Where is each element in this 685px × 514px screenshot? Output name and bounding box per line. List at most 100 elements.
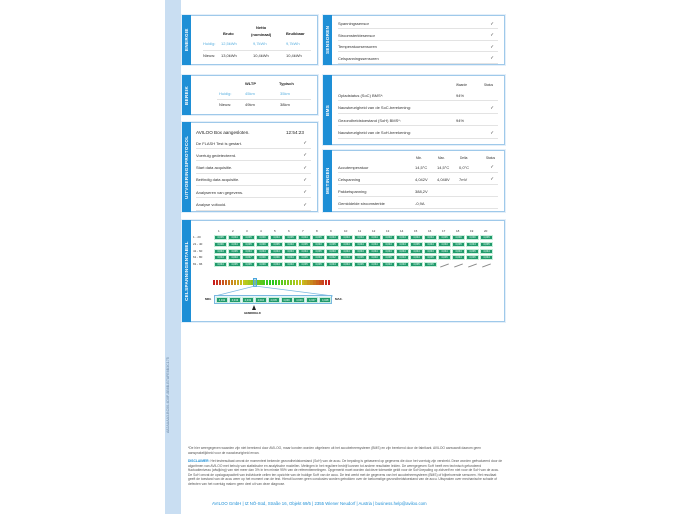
protocol-step-label: De FLASH Test is gestart. bbox=[196, 140, 242, 146]
value: 13,0kWh bbox=[221, 53, 237, 58]
gradient-segment bbox=[213, 280, 216, 285]
gradient-segment bbox=[251, 280, 254, 285]
column-header: 17 bbox=[442, 229, 446, 233]
gradient-segment bbox=[218, 280, 222, 285]
sensor-row: Stroomsterktesensor ✓ bbox=[338, 31, 498, 41]
cell-voltage: 4,044 bbox=[228, 241, 241, 247]
sensor-row: Celspanningssensoren ✓ bbox=[338, 54, 498, 64]
cell-voltage: 4,046 bbox=[214, 241, 227, 247]
gradient-segment bbox=[274, 280, 278, 285]
row-label: 61 - 80 bbox=[193, 255, 203, 260]
column-header: 19 bbox=[470, 229, 474, 233]
bms-value: 94% bbox=[456, 117, 465, 123]
metingen-panel: METINGEN Min. Max. Delta Status Accutemp… bbox=[323, 150, 505, 212]
cell-voltage: 4,045 bbox=[354, 255, 367, 261]
cell-voltage: 4,043 bbox=[368, 255, 381, 261]
gradient-segment bbox=[286, 280, 290, 285]
divider bbox=[217, 99, 311, 100]
gradient-segment bbox=[224, 280, 228, 285]
bms-tab: BMS bbox=[323, 75, 332, 145]
measurement-label: Pakketspanning bbox=[338, 188, 367, 194]
gradient-segment bbox=[295, 280, 298, 285]
cell-voltage: 4,046 bbox=[256, 255, 269, 261]
check-icon: ✓ bbox=[490, 176, 494, 181]
gradient-segment bbox=[248, 280, 251, 285]
sensor-label: Spanningssensor bbox=[338, 21, 369, 26]
cell-voltage: 4,045 bbox=[410, 241, 423, 247]
cell-voltage: 4,045 bbox=[242, 262, 255, 268]
gradient-marker bbox=[253, 278, 257, 287]
cell-voltage: 4,045 bbox=[480, 241, 493, 247]
cell-voltage: 4,045 bbox=[312, 262, 325, 268]
sensor-label: Stroomsterktesensor bbox=[338, 32, 375, 38]
protocol-step-label: Analyse voltooid. bbox=[196, 202, 227, 207]
col-typisch: Typisch bbox=[279, 81, 294, 86]
cell-voltage: 4,044 bbox=[340, 255, 353, 261]
bms-row: Gezondheidstoestand (SoH) BMS*: 94% bbox=[338, 115, 498, 126]
cell-voltage: 4,044 bbox=[214, 262, 227, 268]
cell-voltage: 4,044 bbox=[382, 248, 395, 254]
sensoren-panel: SENSOREN Spanningssensor ✓ Stroomsterktese… bbox=[323, 15, 505, 65]
cell-voltage: 4,045 bbox=[354, 262, 367, 268]
row-label: Huidig: bbox=[219, 91, 232, 96]
value: 9,7kWh bbox=[286, 41, 300, 46]
column-header: 1 bbox=[218, 229, 220, 233]
gradient-segment bbox=[272, 280, 275, 285]
gradient-segment bbox=[301, 280, 304, 285]
col-status: Status bbox=[486, 156, 496, 160]
gradient-segment bbox=[307, 280, 310, 285]
gradient-segment bbox=[263, 280, 266, 285]
cell-voltage: 4,045 bbox=[480, 235, 493, 240]
measurement-delta: 7mV bbox=[459, 176, 468, 182]
cell-voltage: 4,044 bbox=[326, 262, 339, 268]
column-header: 4 bbox=[260, 229, 262, 233]
gradient-segment bbox=[233, 280, 236, 285]
check-icon: ✓ bbox=[490, 55, 494, 60]
protocol-step-label: Voertuig gedetecteerd. bbox=[196, 152, 237, 158]
cell-voltage: 4,044 bbox=[368, 262, 381, 268]
value: 10,4kWh bbox=[286, 53, 302, 58]
col-wltp: WLTP bbox=[245, 81, 257, 86]
cell-voltage: 4,043 bbox=[312, 241, 325, 247]
cell-voltage: 4,044 bbox=[354, 235, 367, 240]
col-status: Status bbox=[484, 83, 494, 87]
gradient-segment bbox=[328, 280, 331, 285]
check-icon: ✓ bbox=[490, 20, 494, 26]
protocol-step: Start data acquisitie. ✓ bbox=[196, 163, 311, 174]
bereik-panel: BEREIK WLTP Typisch Huidig: 45km 35km Ni… bbox=[182, 75, 318, 115]
measurement-row: Accutemperatuur 14,5°C 14,5°C 0,0°C ✓ bbox=[338, 162, 498, 173]
cell-voltage: 4,046 bbox=[270, 255, 283, 261]
col-waarde: Waarde bbox=[456, 83, 468, 87]
protocol-step-label: Start data acquisitie. bbox=[196, 165, 233, 171]
measurement-min: -0,9A bbox=[415, 200, 425, 206]
cell-voltage: 4,044 bbox=[396, 235, 409, 240]
column-header: 6 bbox=[288, 229, 290, 233]
gradient-segment bbox=[310, 280, 313, 285]
gradient-segment bbox=[215, 280, 219, 285]
protocol-step: Beëindig data acquisitie. ✓ bbox=[196, 175, 311, 186]
gradient-segment bbox=[283, 280, 287, 285]
cell-voltage: 4,044 bbox=[368, 235, 381, 240]
gradient-segment bbox=[230, 280, 234, 285]
cell-voltage: 4,045 bbox=[270, 241, 283, 247]
col-bruto: Bruto bbox=[223, 31, 234, 36]
gradient-segment bbox=[239, 280, 242, 285]
value: 9,7kWh bbox=[253, 41, 267, 46]
check-icon: ✓ bbox=[490, 164, 494, 169]
cell-voltage: 4,043 bbox=[284, 241, 297, 247]
protocol-time: 12:54:23 bbox=[286, 130, 304, 135]
cell-voltage: 4,044 bbox=[312, 255, 325, 261]
gradient-segment bbox=[316, 280, 319, 285]
col-netto: Netto (nominaal) bbox=[251, 25, 272, 37]
column-header: 9 bbox=[330, 229, 332, 233]
row-label: 81 - 96 bbox=[193, 262, 203, 267]
disclaimer: DISCLAIMER: Het testresultaat omvat de m… bbox=[188, 459, 503, 487]
cell-voltage: 4,044 bbox=[214, 255, 227, 261]
metingen-tab: METINGEN bbox=[323, 150, 332, 212]
gradient-segment bbox=[292, 280, 295, 285]
cell-voltage: 4,043 bbox=[228, 255, 241, 261]
sensor-label: Temperatuursensoren bbox=[338, 44, 377, 49]
cell-voltage: 4,045 bbox=[424, 255, 437, 261]
cell-voltage: 4,044 bbox=[424, 235, 437, 240]
footer-address: AVILOO GmbH | IZ NÖ-Süd, Straße 16, Obje… bbox=[212, 501, 427, 506]
